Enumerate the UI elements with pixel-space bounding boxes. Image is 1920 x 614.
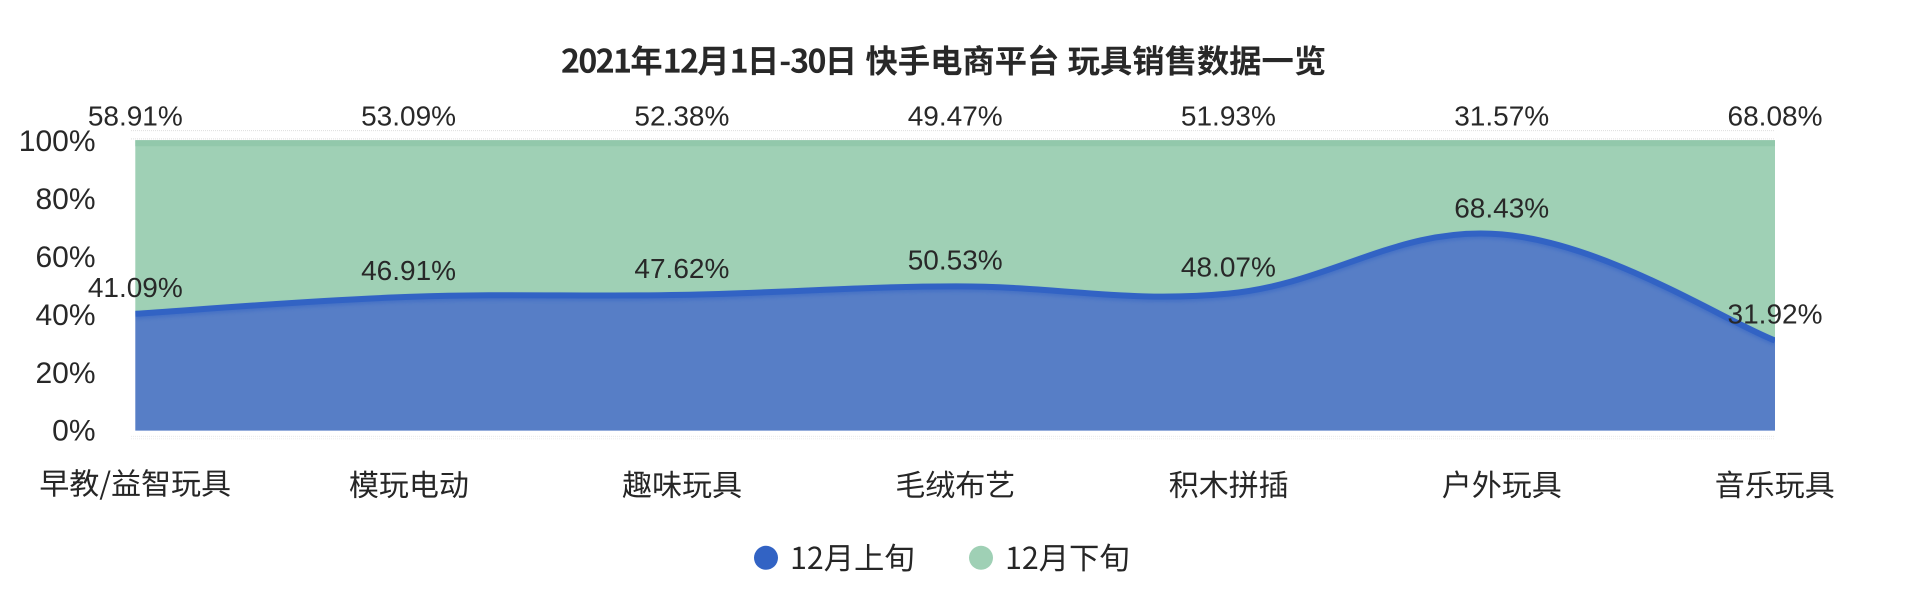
svg-text:100%: 100% xyxy=(19,125,96,158)
svg-text:53.09%: 53.09% xyxy=(361,101,456,132)
svg-text:60%: 60% xyxy=(35,241,95,274)
svg-text:48.07%: 48.07% xyxy=(1181,252,1276,283)
svg-text:47.62%: 47.62% xyxy=(634,253,729,284)
svg-text:31.57%: 31.57% xyxy=(1454,101,1549,132)
svg-text:31.92%: 31.92% xyxy=(1728,299,1823,330)
svg-text:0%: 0% xyxy=(52,415,95,448)
svg-text:46.91%: 46.91% xyxy=(361,255,456,286)
svg-text:49.47%: 49.47% xyxy=(908,101,1003,132)
svg-text:51.93%: 51.93% xyxy=(1181,101,1276,132)
svg-text:52.38%: 52.38% xyxy=(634,101,729,132)
svg-text:41.09%: 41.09% xyxy=(88,272,183,303)
svg-text:58.91%: 58.91% xyxy=(88,101,183,132)
svg-text:20%: 20% xyxy=(35,357,95,390)
svg-text:68.43%: 68.43% xyxy=(1454,193,1549,224)
svg-text:80%: 80% xyxy=(35,183,95,216)
svg-text:50.53%: 50.53% xyxy=(908,245,1003,276)
svg-text:40%: 40% xyxy=(35,299,95,332)
svg-text:68.08%: 68.08% xyxy=(1728,101,1823,132)
